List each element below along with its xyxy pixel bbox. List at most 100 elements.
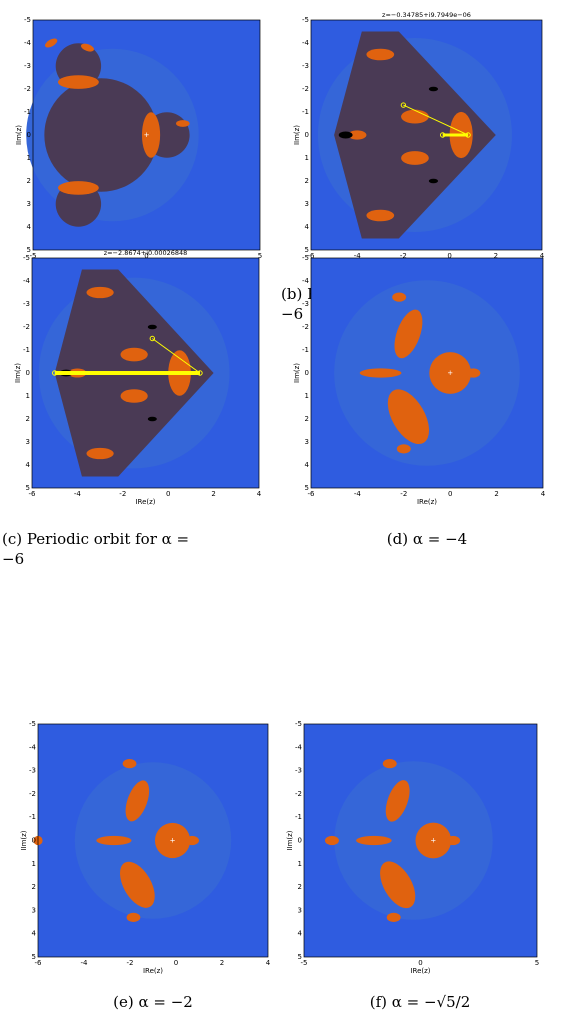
x-axis-label: IRe(z): [135, 498, 155, 506]
y-tick-label: 4: [26, 461, 31, 469]
caption: −6: [2, 550, 24, 568]
x-tick-label: 5: [535, 959, 539, 967]
x-tick-label: -5: [30, 252, 37, 260]
fractal-region: [125, 780, 150, 822]
orbit-segment: [403, 104, 469, 136]
y-tick-label: -4: [295, 743, 303, 751]
y-tick-label: 3: [305, 438, 309, 446]
fractal-region: [428, 86, 439, 92]
x-tick-label: -2: [400, 252, 407, 260]
fractal-region: [347, 130, 367, 140]
orbit-point: [465, 132, 471, 138]
halo: [334, 761, 493, 920]
fractal-region: [86, 447, 114, 460]
fractal-region: [86, 286, 114, 299]
y-tick-label: 0: [298, 837, 302, 845]
y-tick-label: -3: [29, 767, 36, 775]
y-tick-label: 5: [32, 953, 36, 961]
y-tick-label: 5: [298, 953, 302, 961]
y-tick-label: -4: [23, 277, 31, 285]
fractal-region: [176, 120, 190, 127]
y-tick-label: 3: [305, 200, 309, 208]
fractal-region: [466, 368, 481, 378]
x-tick-label: 4: [541, 490, 546, 498]
y-tick-label: -1: [302, 346, 309, 354]
y-axis-label: IIm(z): [14, 363, 22, 383]
y-tick-label: 3: [32, 906, 36, 914]
fractal-region: [382, 758, 397, 769]
y-tick-label: 2: [32, 883, 36, 891]
y-tick-label: 4: [305, 461, 310, 469]
fractal-region: [366, 209, 395, 222]
y-tick-label: -2: [295, 790, 302, 798]
halo: [334, 280, 520, 466]
orbit-point: [400, 102, 407, 108]
x-tick-label: 0: [174, 959, 178, 967]
x-tick-label: -4: [81, 959, 89, 967]
y-tick-label: 1: [298, 860, 302, 868]
plot-title: z=−2.8674+i0.00026848: [104, 249, 188, 257]
x-tick-label: 2: [211, 490, 215, 498]
y-tick-label: 0: [32, 837, 36, 845]
fractal-region: [401, 109, 429, 124]
y-tick-label: -5: [24, 16, 31, 24]
fractal-region: [57, 75, 99, 89]
y-tick-label: 0: [27, 131, 31, 139]
fractal-region: [338, 131, 353, 139]
y-axis-label: IIm(z): [286, 830, 294, 850]
y-axis-label: IIm(z): [20, 830, 28, 850]
y-tick-label: -1: [23, 346, 30, 354]
x-tick-label: 0: [166, 490, 170, 498]
y-tick-label: 4: [305, 223, 310, 231]
plot-frame: [32, 19, 261, 251]
y-tick-label: 0: [305, 369, 309, 377]
y-tick-label: -3: [295, 767, 302, 775]
fractal-region: [385, 780, 410, 822]
fractal-region: [120, 347, 148, 362]
fractal-region: [154, 822, 191, 859]
y-tick-label: 3: [298, 906, 302, 914]
fractal-region: [57, 181, 99, 195]
fractal-region: [446, 835, 461, 846]
y-tick-label: -1: [302, 108, 309, 116]
fractal-region: [415, 822, 452, 859]
y-tick-label: -3: [302, 300, 309, 308]
y-tick-label: -5: [302, 16, 309, 24]
y-tick-label: 2: [298, 883, 302, 891]
x-tick-label: 2: [220, 959, 224, 967]
caption: −6: [281, 305, 303, 323]
y-tick-label: 4: [27, 223, 32, 231]
plot-frame: [31, 257, 260, 489]
fractal-region: [387, 389, 430, 445]
y-tick-label: -2: [302, 85, 309, 93]
y-tick-label: -4: [302, 39, 310, 47]
fractal-region: [147, 416, 157, 422]
y-tick-label: -4: [29, 743, 37, 751]
fractal-region: [120, 389, 148, 403]
x-tick-label: -2: [400, 490, 407, 498]
y-tick-label: -4: [24, 39, 32, 47]
x-tick-label: 0: [448, 490, 452, 498]
caption: (c) Periodic orbit for α =: [2, 530, 189, 548]
y-tick-label: -2: [29, 790, 36, 798]
y-tick-label: -4: [302, 277, 310, 285]
y-tick-label: 1: [305, 392, 309, 400]
x-tick-label: 4: [266, 959, 271, 967]
x-axis-label: IRe(z): [143, 967, 163, 975]
fractal-region: [185, 835, 200, 846]
orbit-point: [439, 132, 446, 138]
x-tick-label: 0: [447, 252, 451, 260]
y-tick-label: 2: [26, 415, 30, 423]
x-tick-label: -5: [301, 959, 308, 967]
x-tick-label: -6: [35, 959, 43, 967]
y-tick-label: 1: [26, 392, 30, 400]
y-tick-label: 5: [305, 246, 309, 254]
fractal-region: [428, 178, 439, 184]
fractal-region: [392, 292, 407, 302]
fractal-region: [324, 835, 339, 846]
fractal-region: [366, 48, 395, 61]
y-tick-label: -5: [295, 720, 302, 728]
